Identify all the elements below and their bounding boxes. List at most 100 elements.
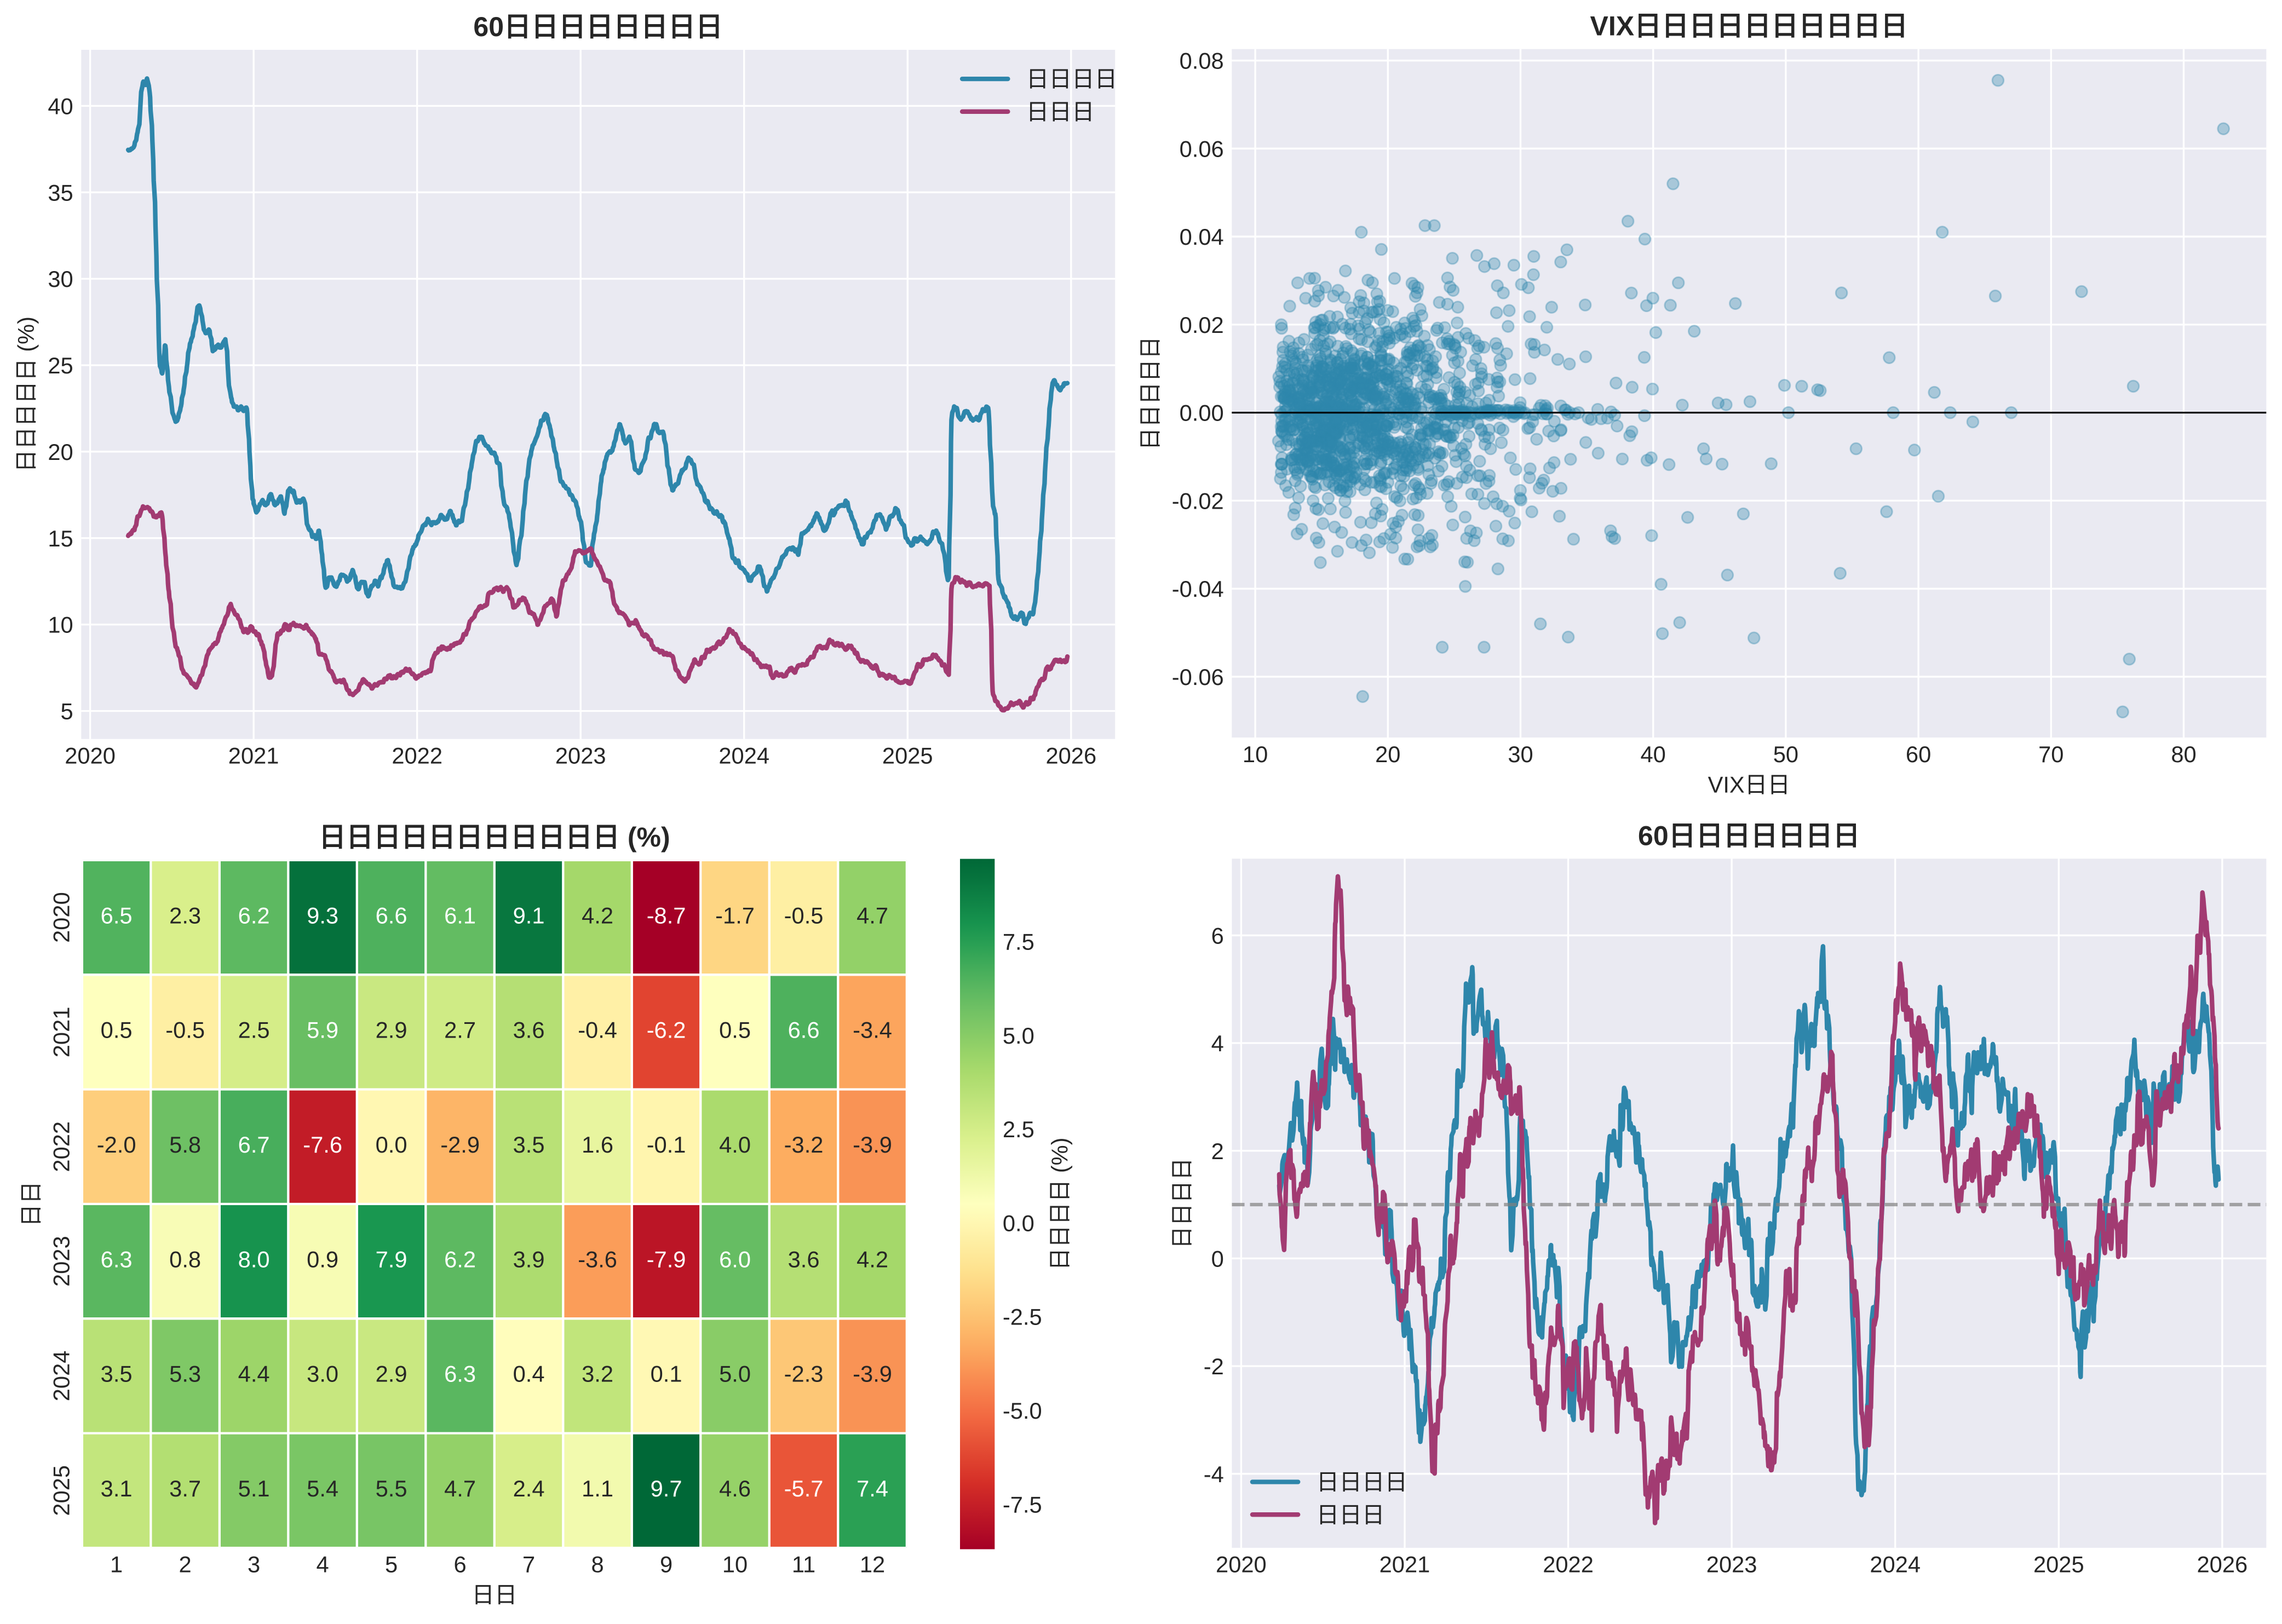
svg-text:-2.5: -2.5 [1003, 1304, 1042, 1330]
svg-text:-5.0: -5.0 [1003, 1398, 1042, 1424]
svg-text:40: 40 [1641, 741, 1666, 767]
svg-text:-5.7: -5.7 [784, 1476, 824, 1501]
svg-text:15: 15 [48, 526, 73, 551]
svg-text:4: 4 [317, 1552, 329, 1577]
svg-text:2024: 2024 [718, 742, 769, 768]
svg-text:70: 70 [2038, 741, 2063, 767]
svg-text:日日: 日日 [472, 1582, 517, 1608]
svg-text:6.2: 6.2 [238, 902, 270, 928]
svg-text:2024: 2024 [1870, 1552, 1921, 1577]
svg-text:日日日日: 日日日日 [1169, 1157, 1194, 1249]
svg-text:-0.1: -0.1 [647, 1132, 686, 1157]
svg-text:4.2: 4.2 [857, 1246, 888, 1272]
svg-text:7.4: 7.4 [857, 1476, 888, 1501]
svg-text:2020: 2020 [1216, 1552, 1267, 1577]
svg-text:6.6: 6.6 [376, 902, 407, 928]
svg-text:3.5: 3.5 [101, 1361, 133, 1387]
svg-text:2026: 2026 [2197, 1552, 2248, 1577]
svg-text:0.8: 0.8 [169, 1246, 201, 1272]
svg-text:6.3: 6.3 [101, 1246, 133, 1272]
svg-text:2025: 2025 [2033, 1552, 2084, 1577]
svg-text:50: 50 [1773, 741, 1798, 767]
svg-text:日日日日日日日日日日日 (%): 日日日日日日日日日日日 (%) [319, 822, 670, 853]
svg-text:4.7: 4.7 [444, 1476, 476, 1501]
svg-text:0.1: 0.1 [651, 1361, 682, 1387]
svg-text:2021: 2021 [49, 1007, 74, 1058]
svg-text:40: 40 [48, 93, 73, 119]
svg-text:60日日日日日日日: 60日日日日日日日 [1638, 820, 1860, 851]
svg-text:-3.6: -3.6 [578, 1246, 617, 1272]
svg-text:0.02: 0.02 [1180, 312, 1224, 338]
svg-text:5.0: 5.0 [1003, 1023, 1034, 1049]
svg-text:2021: 2021 [1379, 1552, 1430, 1577]
svg-text:-0.06: -0.06 [1172, 664, 1224, 690]
svg-text:0: 0 [1211, 1246, 1224, 1271]
svg-text:5.3: 5.3 [169, 1361, 201, 1387]
svg-text:10: 10 [48, 612, 73, 638]
svg-text:2.5: 2.5 [1003, 1116, 1034, 1142]
svg-text:2020: 2020 [49, 892, 74, 943]
svg-text:0.9: 0.9 [307, 1246, 338, 1272]
svg-text:2022: 2022 [49, 1121, 74, 1172]
svg-text:2.9: 2.9 [376, 1361, 407, 1387]
svg-text:2020: 2020 [65, 742, 116, 768]
svg-text:-6.2: -6.2 [647, 1017, 686, 1043]
svg-text:日日日日: 日日日日 [1317, 1469, 1408, 1495]
svg-text:日日: 日日 [18, 1181, 44, 1226]
svg-text:0.06: 0.06 [1180, 136, 1224, 162]
svg-text:2023: 2023 [49, 1236, 74, 1287]
svg-text:日日日日日 (%): 日日日日日 (%) [13, 316, 39, 473]
svg-text:2022: 2022 [1543, 1552, 1594, 1577]
svg-text:10: 10 [1243, 741, 1268, 767]
svg-text:4.4: 4.4 [238, 1361, 270, 1387]
svg-text:5.8: 5.8 [169, 1132, 201, 1157]
svg-text:4.7: 4.7 [857, 902, 888, 928]
svg-text:6.6: 6.6 [788, 1017, 820, 1043]
svg-text:3.0: 3.0 [307, 1361, 338, 1387]
svg-text:2.9: 2.9 [376, 1017, 407, 1043]
svg-text:-0.5: -0.5 [784, 902, 824, 928]
svg-text:20: 20 [1375, 741, 1400, 767]
svg-text:2: 2 [1211, 1138, 1224, 1164]
svg-text:VIX日日: VIX日日 [1708, 771, 1790, 797]
svg-text:5.0: 5.0 [719, 1361, 751, 1387]
svg-text:-3.9: -3.9 [853, 1361, 892, 1387]
svg-text:-2: -2 [1204, 1354, 1224, 1379]
svg-text:7: 7 [522, 1552, 535, 1577]
svg-text:20: 20 [48, 439, 73, 465]
svg-text:3: 3 [248, 1552, 260, 1577]
svg-text:5.4: 5.4 [307, 1476, 338, 1501]
svg-text:-1.7: -1.7 [715, 902, 755, 928]
svg-text:2026: 2026 [1045, 742, 1096, 768]
svg-text:4: 4 [1211, 1030, 1224, 1056]
svg-text:4.2: 4.2 [582, 902, 613, 928]
svg-text:2021: 2021 [228, 742, 279, 768]
svg-text:2.4: 2.4 [513, 1476, 545, 1501]
svg-text:9.3: 9.3 [307, 902, 338, 928]
svg-text:6: 6 [454, 1552, 467, 1577]
svg-text:0.08: 0.08 [1180, 48, 1224, 74]
svg-text:2022: 2022 [392, 742, 442, 768]
svg-text:日日日日 (%): 日日日日 (%) [1047, 1138, 1073, 1271]
svg-text:2025: 2025 [49, 1465, 74, 1516]
svg-text:-2.3: -2.3 [784, 1361, 824, 1387]
svg-text:80: 80 [2171, 741, 2196, 767]
svg-text:0.0: 0.0 [1003, 1210, 1034, 1236]
svg-text:VIX日日日日日日日日日日: VIX日日日日日日日日日日 [1590, 11, 1909, 42]
svg-text:3.1: 3.1 [101, 1476, 133, 1501]
svg-text:3.2: 3.2 [582, 1361, 613, 1387]
svg-text:日日日日日: 日日日日日 [1137, 336, 1163, 450]
svg-text:7.5: 7.5 [1003, 929, 1034, 954]
svg-text:60日日日日日日日日: 60日日日日日日日日 [473, 11, 723, 42]
svg-text:6: 6 [1211, 923, 1224, 948]
svg-text:5: 5 [61, 699, 73, 724]
svg-text:5.1: 5.1 [238, 1476, 270, 1501]
svg-text:2023: 2023 [1706, 1552, 1757, 1577]
svg-text:日日日: 日日日 [1026, 99, 1095, 124]
svg-text:-7.6: -7.6 [303, 1132, 342, 1157]
svg-text:-0.04: -0.04 [1172, 576, 1224, 602]
svg-text:6.1: 6.1 [444, 902, 476, 928]
svg-text:日日日日: 日日日日 [1026, 66, 1118, 92]
svg-text:2.5: 2.5 [238, 1017, 270, 1043]
svg-text:3.9: 3.9 [513, 1246, 545, 1272]
